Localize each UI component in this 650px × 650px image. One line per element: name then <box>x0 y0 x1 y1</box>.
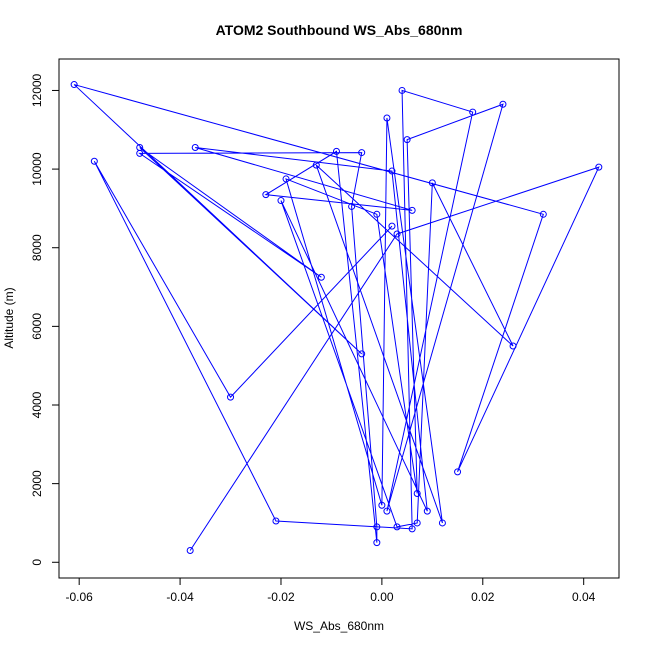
data-point <box>408 206 416 214</box>
data-point <box>136 149 144 157</box>
data-point <box>413 519 421 527</box>
y-tick-label: 2000 <box>30 470 44 497</box>
data-point <box>383 507 391 515</box>
data-point <box>388 167 396 175</box>
data-point <box>348 202 356 210</box>
data-point <box>358 350 366 358</box>
x-tick-label: 0.00 <box>370 590 394 604</box>
x-tick-label: -0.04 <box>166 590 194 604</box>
y-axis-label: Altitude (m) <box>2 287 16 348</box>
x-tick-label: -0.02 <box>267 590 295 604</box>
data-point <box>272 517 280 525</box>
data-point <box>423 507 431 515</box>
data-point <box>539 210 547 218</box>
data-point <box>383 114 391 122</box>
data-point <box>378 501 386 509</box>
y-tick-label: 6000 <box>30 313 44 340</box>
data-point <box>373 539 381 547</box>
data-point <box>282 175 290 183</box>
y-tick-label: 10000 <box>30 152 44 186</box>
data-point <box>509 342 517 350</box>
data-point <box>332 147 340 155</box>
y-tick-label: 8000 <box>30 234 44 261</box>
series-layer <box>70 81 603 554</box>
data-point <box>413 489 421 497</box>
data-point <box>393 230 401 238</box>
data-point <box>90 157 98 165</box>
data-point <box>373 210 381 218</box>
data-point <box>186 546 194 554</box>
data-point <box>428 179 436 187</box>
data-point <box>499 100 507 108</box>
x-tick-label: 0.02 <box>471 590 495 604</box>
y-tick-label: 0 <box>30 559 44 566</box>
data-point <box>398 86 406 94</box>
plot-frame <box>58 58 620 579</box>
series-line <box>73 84 600 551</box>
data-point <box>408 525 416 533</box>
data-point <box>595 163 603 171</box>
y-tick-label: 4000 <box>30 391 44 418</box>
data-point <box>191 143 199 151</box>
data-point <box>317 273 325 281</box>
data-point <box>388 222 396 230</box>
data-point <box>358 149 366 157</box>
data-point <box>227 393 235 401</box>
y-axis: 0 2000 4000 6000 8000 10000 12000 <box>30 73 60 566</box>
x-axis-label: WS_Abs_680nm <box>294 619 384 633</box>
x-tick-label: 0.04 <box>572 590 596 604</box>
x-axis: -0.06 -0.04 -0.02 0.00 0.02 0.04 <box>66 577 596 604</box>
data-point <box>277 197 285 205</box>
data-point <box>262 191 270 199</box>
x-tick-label: -0.06 <box>66 590 94 604</box>
data-point <box>469 108 477 116</box>
data-point <box>312 161 320 169</box>
data-point <box>393 523 401 531</box>
data-point <box>403 136 411 144</box>
y-tick-label: 12000 <box>30 73 44 107</box>
chart-title: ATOM2 Southbound WS_Abs_680nm <box>216 22 463 38</box>
data-point <box>373 523 381 531</box>
data-point <box>454 468 462 476</box>
data-point <box>70 81 78 89</box>
data-point <box>438 519 446 527</box>
